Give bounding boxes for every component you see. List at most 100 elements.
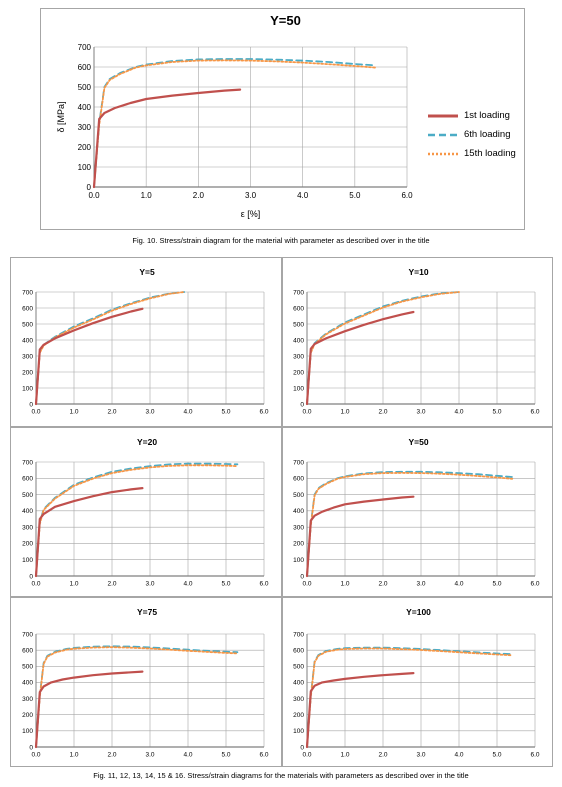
series-line-fifteenth — [306, 647, 514, 748]
chart-panel-g10: Υ=10 0 100 200 300 400 500 600 700 0.0 1.0 2.0 3.0 4.… — [282, 257, 553, 427]
x-tick-label: 4.0 — [454, 581, 463, 588]
x-tick-label: 0.0 — [31, 581, 40, 588]
y-tick-label: 100 — [293, 728, 304, 735]
series-line-sixth — [306, 646, 514, 748]
chart-g100-svg: Υ=100 0 100 200 300 400 500 600 700 0.0 1.0 2.0 3.0 4… — [293, 607, 540, 759]
x-tick-label: 6.0 — [259, 581, 268, 588]
legend-swatch-sixth — [428, 133, 458, 137]
chart-panel-g5: Υ=5 0 100 200 300 400 500 600 700 0.0 1.0 2.0 3.0 4.0… — [10, 257, 282, 427]
x-tick-label: 2.0 — [378, 581, 387, 588]
y-tick-label: 100 — [22, 728, 33, 735]
y-tick-label: 500 — [22, 321, 33, 328]
y-tick-label: 700 — [293, 289, 304, 296]
y-tick-label: 300 — [22, 524, 33, 531]
x-tick-label: 5.0 — [492, 581, 501, 588]
y-tick-label: 100 — [22, 385, 33, 392]
x-tick-label: 0.0 — [31, 752, 40, 759]
x-tick-label: 1.0 — [69, 409, 78, 416]
chart-title: Υ=50 — [408, 437, 428, 447]
series-line-sixth — [306, 470, 514, 577]
y-tick-label: 600 — [293, 305, 304, 312]
y-tick-label: 600 — [293, 647, 304, 654]
y-tick-label: 300 — [293, 696, 304, 703]
x-tick-label: 1.0 — [340, 752, 349, 759]
chart-legend: 1st loading 6th loading 15th loading — [426, 110, 524, 170]
chart-panel-g20: Υ=20 0 100 200 300 400 500 600 700 0.0 1.0 2.0 3.0 4.… — [10, 427, 282, 597]
x-tick-label: 3.0 — [416, 409, 425, 416]
x-tick-label: 6.0 — [259, 752, 268, 759]
x-tick-label: 2.0 — [378, 409, 387, 416]
y-tick-label: 700 — [22, 631, 33, 638]
chart-title: Υ=20 — [137, 437, 157, 447]
x-tick-label: 5.0 — [221, 409, 230, 416]
x-tick-label: 5.0 — [349, 191, 361, 200]
chart-title: Υ=10 — [408, 267, 428, 277]
x-tick-label: 5.0 — [221, 752, 230, 759]
y-tick-label: 300 — [293, 353, 304, 360]
y-tick-label: 100 — [293, 557, 304, 564]
legend-label-fifteenth: 15th loading — [464, 148, 516, 159]
y-tick-label: 700 — [22, 289, 33, 296]
chart-g5-svg: Υ=5 0 100 200 300 400 500 600 700 0.0 1.0 2.0 3.0 4.0… — [22, 267, 269, 416]
y-tick-label: 500 — [22, 664, 33, 671]
series-line-first — [92, 88, 242, 189]
legend-swatch-fifteenth — [428, 152, 458, 156]
series-line-fifteenth — [35, 646, 239, 748]
series-line-sixth — [35, 462, 239, 577]
y-tick-label: 100 — [293, 385, 304, 392]
y-tick-label: 0 — [29, 401, 33, 408]
y-tick-label: 100 — [78, 163, 92, 172]
y-tick-label: 400 — [293, 337, 304, 344]
x-tick-label: 1.0 — [141, 191, 153, 200]
y-tick-label: 0 — [300, 401, 304, 408]
y-tick-label: 400 — [22, 337, 33, 344]
y-tick-label: 500 — [78, 83, 92, 92]
y-tick-label: 500 — [293, 492, 304, 499]
chart-panel-g75: Υ=75 0 100 200 300 400 500 600 700 0.0 1.0 2.0 3.0 4.… — [10, 597, 282, 767]
x-tick-label: 6.0 — [259, 409, 268, 416]
y-tick-label: 0 — [29, 744, 33, 751]
y-tick-label: 100 — [22, 557, 33, 564]
series-line-sixth — [35, 645, 239, 748]
y-tick-label: 600 — [22, 647, 33, 654]
x-tick-label: 6.0 — [401, 191, 413, 200]
y-tick-label: 400 — [22, 508, 33, 515]
x-tick-label: 6.0 — [530, 752, 539, 759]
chart-panel-g100: Υ=100 0 100 200 300 400 500 600 700 0.0 1.0 2.0 3.0 4… — [282, 597, 553, 767]
chart-g10-svg: Υ=10 0 100 200 300 400 500 600 700 0.0 1.0 2.0 3.0 4.… — [293, 267, 540, 416]
x-tick-label: 5.0 — [492, 752, 501, 759]
chart-main-svg: Υ=50 0 100 200 300 400 500 600 700 0.0 1.0 2.0 3.0 4.… — [56, 13, 413, 219]
chart-panel-main: Υ=50 0 100 200 300 400 500 600 700 0.0 1.0 2.0 3.0 4.… — [40, 8, 525, 230]
series-line-first — [305, 310, 415, 406]
x-tick-label: 5.0 — [221, 581, 230, 588]
x-tick-label: 1.0 — [340, 581, 349, 588]
x-tick-label: 0.0 — [302, 409, 311, 416]
y-tick-label: 0 — [300, 573, 304, 580]
y-tick-label: 200 — [293, 541, 304, 548]
y-tick-label: 0 — [29, 573, 33, 580]
figure-caption-10: Fig. 10. Stress/strain diagram for the m… — [132, 236, 430, 245]
y-tick-label: 200 — [22, 712, 33, 719]
x-tick-label: 3.0 — [245, 191, 257, 200]
legend-item-fifteenth: 15th loading — [426, 148, 536, 160]
x-tick-label: 4.0 — [454, 752, 463, 759]
series-line-first — [34, 486, 144, 578]
series-line-sixth — [93, 58, 377, 188]
x-tick-label: 0.0 — [88, 191, 100, 200]
y-tick-label: 700 — [78, 43, 92, 52]
x-axis-label: ε [%] — [241, 209, 261, 219]
chart-title: Υ=75 — [137, 607, 157, 617]
y-tick-label: 0 — [87, 183, 92, 192]
y-tick-label: 300 — [22, 353, 33, 360]
legend-swatch-first — [428, 114, 458, 118]
y-tick-label: 300 — [22, 696, 33, 703]
legend-item-sixth: 6th loading — [426, 129, 536, 141]
x-tick-label: 6.0 — [530, 409, 539, 416]
series-line-fifteenth — [306, 472, 514, 577]
y-tick-label: 400 — [22, 680, 33, 687]
chart-g50-svg: Υ=50 0 100 200 300 400 500 600 700 0.0 1.0 2.0 3.0 4.… — [293, 437, 540, 588]
x-tick-label: 0.0 — [31, 409, 40, 416]
chart-title: Υ=100 — [406, 607, 431, 617]
x-tick-label: 2.0 — [107, 409, 116, 416]
y-tick-label: 400 — [293, 508, 304, 515]
